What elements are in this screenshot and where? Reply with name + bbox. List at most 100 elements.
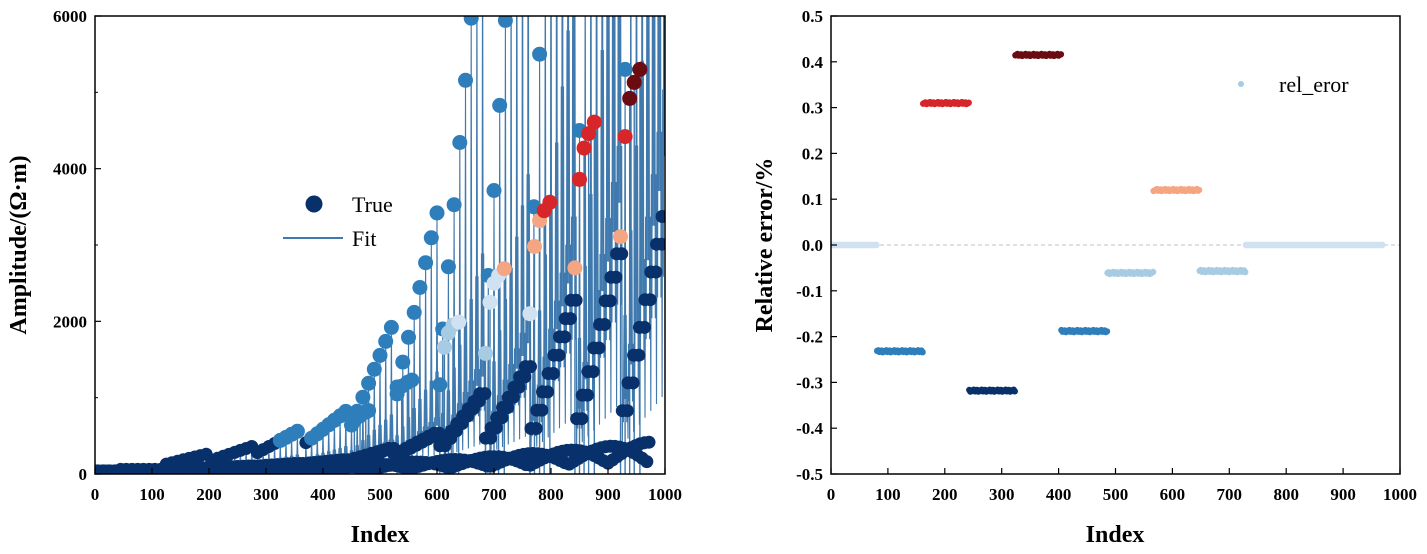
true-point: [512, 380, 526, 394]
true-peak-point: [496, 261, 512, 277]
amplitude-legend: True Fit: [283, 192, 393, 251]
x-tick-label: 1000: [1383, 485, 1417, 504]
x-tick-label: 400: [1046, 485, 1072, 504]
true-peak-point: [617, 129, 633, 145]
true-point: [609, 270, 623, 284]
rel-error-point: [1195, 186, 1203, 194]
true-peak-point: [626, 74, 642, 90]
y-tick-label: -0.3: [796, 373, 823, 392]
true-point: [372, 347, 388, 363]
true-point: [643, 293, 657, 307]
x-tick-label: 200: [932, 485, 958, 504]
y-tick-label: 0: [79, 465, 88, 484]
y-tick-label: 0.4: [802, 53, 824, 72]
true-point: [446, 197, 462, 213]
true-point: [489, 421, 503, 435]
x-tick-label: 600: [1160, 485, 1186, 504]
legend-true-label: True: [352, 192, 393, 217]
x-tick-label: 400: [310, 485, 336, 504]
rel-error-point: [1057, 51, 1065, 58]
true-peak-point: [567, 260, 583, 276]
x-tick-label: 700: [1217, 485, 1243, 504]
rel-error-point: [1379, 241, 1386, 249]
relative-error-x-ticks: 0 100 200 300 400 500 600 700 800 900 1000: [827, 468, 1417, 504]
true-peak-point: [581, 126, 597, 142]
y-tick-label: 0.0: [802, 236, 823, 255]
y-tick-label: 6000: [53, 7, 87, 26]
true-peak-point: [576, 140, 592, 156]
true-point: [617, 61, 633, 77]
rel-error-point: [873, 241, 880, 249]
true-point: [463, 16, 479, 26]
true-point: [615, 247, 629, 261]
true-peak-point: [572, 171, 587, 187]
true-point: [355, 389, 371, 405]
y-tick-label: 0.3: [802, 99, 823, 118]
true-point: [586, 365, 600, 379]
true-point: [581, 388, 594, 402]
y-tick-label: -0.1: [796, 282, 823, 301]
x-tick-label: 300: [253, 485, 279, 504]
true-peak-point: [436, 339, 452, 355]
true-point: [649, 265, 663, 279]
y-tick-label: -0.2: [796, 328, 823, 347]
amplitude-y-axis-title: Amplitude/(Ω·m): [6, 155, 32, 334]
x-tick-label: 600: [424, 485, 450, 504]
true-point: [532, 46, 548, 62]
true-peak-point: [451, 314, 467, 330]
true-point: [638, 320, 651, 334]
true-peak-point: [542, 194, 558, 210]
y-tick-label: -0.5: [796, 465, 823, 484]
true-peak-point: [361, 403, 377, 419]
true-peak-point: [622, 90, 638, 106]
true-point: [395, 354, 411, 370]
legend-true-marker: [305, 195, 323, 213]
x-tick-label: 800: [538, 485, 564, 504]
true-point: [423, 230, 439, 246]
true-point: [412, 280, 428, 295]
true-point: [558, 330, 572, 344]
x-tick-label: 0: [827, 485, 836, 504]
true-point: [575, 412, 589, 426]
true-point: [598, 318, 612, 331]
true-point: [484, 431, 498, 445]
x-tick-label: 800: [1273, 485, 1299, 504]
true-peak-point: [527, 239, 542, 254]
relative-error-y-axis-title: Relative error/%: [752, 158, 778, 333]
x-tick-label: 500: [1103, 485, 1129, 504]
true-point: [497, 16, 513, 28]
y-tick-label: 0.1: [802, 190, 823, 209]
rel-error-point: [1242, 268, 1249, 276]
true-point: [546, 367, 560, 380]
true-point: [552, 348, 566, 362]
true-point: [506, 390, 520, 404]
true-peak-point: [478, 345, 493, 361]
relative-error-chart: 0 100 200 300 400 500 600 700 800 900 1000 -0.5-0.…: [752, 7, 1417, 548]
true-point: [592, 341, 606, 355]
amplitude-x-ticks: 0 100 200 300 400 500 600 700 800 900 1000: [91, 468, 682, 504]
true-point: [383, 319, 399, 335]
true-peak-point: [522, 306, 538, 322]
y-tick-label: 0.2: [802, 144, 823, 163]
true-point: [366, 361, 382, 377]
rel-error-series: [831, 50, 1386, 395]
x-tick-label: 900: [1330, 485, 1356, 504]
rel-error-point: [1149, 268, 1157, 276]
true-point: [429, 205, 445, 221]
x-tick-label: 0: [91, 485, 100, 504]
true-point: [603, 294, 617, 308]
rel-error-point: [1011, 388, 1018, 395]
true-point: [378, 333, 394, 349]
true-point: [401, 329, 416, 345]
true-point: [632, 348, 646, 362]
x-tick-label: 200: [196, 485, 222, 504]
legend-fit-label: Fit: [352, 226, 376, 251]
true-point: [563, 312, 577, 326]
true-peak-point: [632, 61, 648, 77]
rel-error-point: [965, 99, 972, 106]
true-point: [361, 375, 377, 391]
rel-error-point: [1103, 328, 1111, 335]
x-tick-label: 700: [481, 485, 507, 504]
true-point: [640, 455, 654, 469]
amplitude-chart: 0 100 200 300 400 500 600 700 800 900 1000 0 2000 40…: [6, 7, 682, 548]
